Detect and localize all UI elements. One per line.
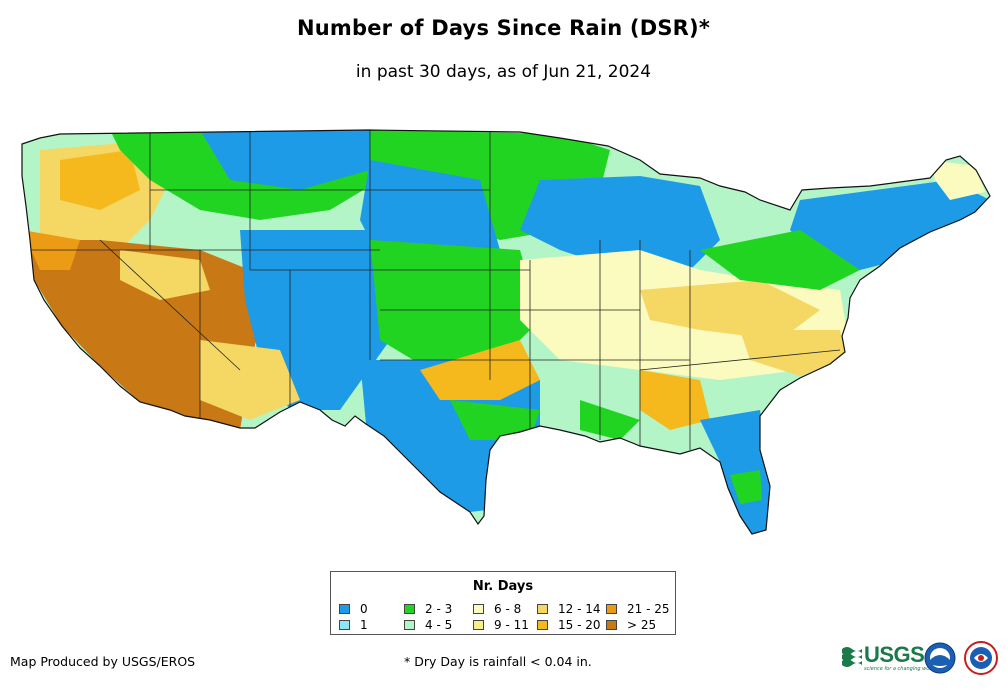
usgs-wave-icon xyxy=(842,647,862,667)
legend-item-9: > 25 xyxy=(606,618,656,632)
legend: Nr. Days 0 1 2 - 3 4 - 5 6 - 8 9 - 11 12… xyxy=(330,571,676,635)
footnote-text: * Dry Day is rainfall < 0.04 in. xyxy=(404,654,592,669)
legend-swatch xyxy=(339,604,350,614)
legend-item-7: 15 - 20 xyxy=(537,618,601,632)
legend-item-8: 21 - 25 xyxy=(606,602,670,616)
legend-item-6: 12 - 14 xyxy=(537,602,601,616)
us-map xyxy=(0,120,1007,540)
usgs-logo: USGS xyxy=(864,642,925,667)
legend-swatch xyxy=(404,604,415,614)
legend-swatch xyxy=(606,604,617,614)
map-subtitle: in past 30 days, as of Jun 21, 2024 xyxy=(355,62,652,82)
legend-swatch xyxy=(473,620,484,630)
legend-item-3: 4 - 5 xyxy=(404,618,452,632)
legend-item-1: 1 xyxy=(339,618,368,632)
legend-swatch xyxy=(473,604,484,614)
legend-swatch xyxy=(606,620,617,630)
legend-swatch xyxy=(537,604,548,614)
usgs-tagline: science for a changing world xyxy=(864,666,936,672)
legend-swatch xyxy=(537,620,548,630)
logo-group: USGS science for a changing world xyxy=(842,640,1002,680)
nws-logo-icon xyxy=(964,641,998,675)
legend-item-2: 2 - 3 xyxy=(404,602,452,616)
noaa-logo-icon xyxy=(924,642,956,674)
legend-swatch xyxy=(339,620,350,630)
map-title: Number of Days Since Rain (DSR)* xyxy=(296,16,711,40)
legend-item-5: 9 - 11 xyxy=(473,618,529,632)
legend-title: Nr. Days xyxy=(472,579,534,594)
credit-text: Map Produced by USGS/EROS xyxy=(10,654,196,669)
legend-item-4: 6 - 8 xyxy=(473,602,521,616)
legend-item-0: 0 xyxy=(339,602,368,616)
legend-swatch xyxy=(404,620,415,630)
